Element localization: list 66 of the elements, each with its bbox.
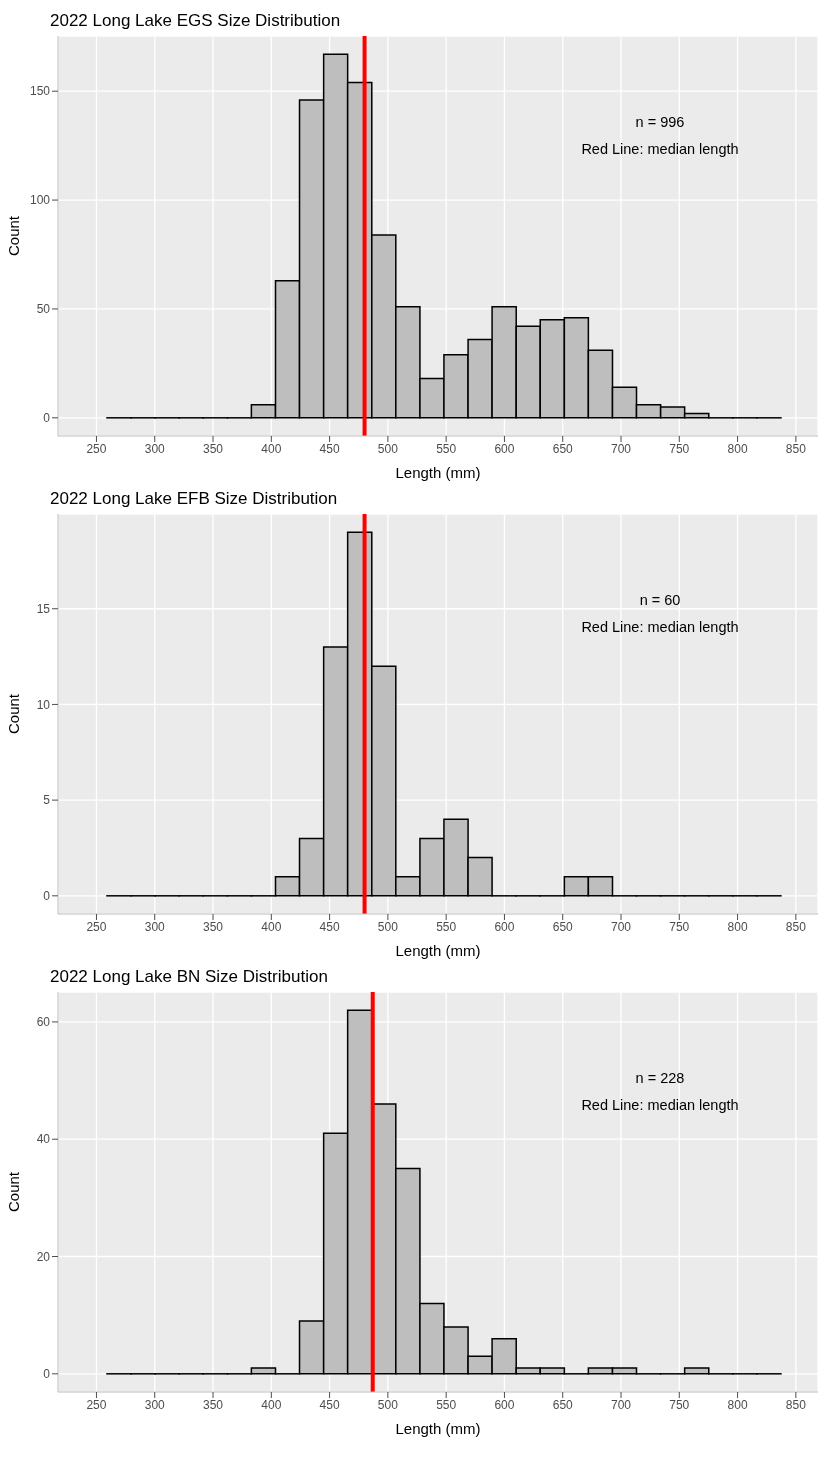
x-tick-label: 450 (319, 919, 340, 934)
x-tick-label: 850 (785, 1397, 807, 1412)
y-tick-label: 15 (36, 602, 51, 616)
x-tick-label: 250 (86, 1397, 107, 1412)
x-tick-label: 750 (669, 441, 690, 456)
x-tick-label: 650 (552, 441, 574, 456)
x-tick-label: 600 (494, 441, 515, 456)
x-tick-label: 550 (436, 1397, 457, 1412)
x-tick-label: 800 (727, 1397, 748, 1412)
x-axis-title: Length (mm) (395, 1420, 481, 1437)
x-tick-label: 550 (436, 441, 457, 456)
x-tick-label: 450 (319, 1397, 340, 1412)
chart-title: 2022 Long Lake EGS Size Distribution (49, 10, 342, 32)
annotation: n = 996 (634, 114, 686, 130)
x-tick-label: 600 (494, 919, 515, 934)
annotation: Red Line: median length (580, 141, 740, 157)
x-tick-label: 400 (261, 919, 282, 934)
y-tick-label: 0 (43, 889, 51, 904)
annotation: n = 228 (634, 1070, 686, 1086)
x-axis-title: Length (mm) (395, 464, 481, 481)
x-tick-label: 450 (319, 441, 340, 456)
x-tick-label: 700 (610, 919, 632, 934)
x-tick-label: 250 (86, 919, 107, 934)
y-tick-label: 5 (43, 793, 51, 808)
x-tick-label: 700 (610, 1397, 632, 1412)
x-tick-label: 650 (552, 919, 574, 934)
x-tick-label: 400 (261, 441, 282, 456)
annotation: Red Line: median length (580, 619, 740, 635)
y-tick-label: 50 (36, 302, 51, 317)
x-tick-label: 500 (377, 1397, 399, 1412)
annotation: Red Line: median length (580, 1097, 740, 1113)
y-axis-title: Count (5, 1171, 23, 1213)
x-tick-label: 800 (727, 919, 748, 934)
x-tick-label: 850 (785, 441, 807, 456)
x-tick-label: 500 (377, 919, 399, 934)
x-tick-label: 550 (436, 919, 457, 934)
x-tick-label: 300 (144, 1397, 166, 1412)
annotation: n = 60 (638, 592, 682, 608)
x-tick-label: 300 (144, 919, 166, 934)
y-axis-title: Count (5, 215, 23, 257)
x-tick-label: 750 (669, 919, 690, 934)
x-axis-title: Length (mm) (395, 942, 481, 959)
x-tick-label: 400 (261, 1397, 282, 1412)
y-tick-label: 10 (36, 697, 51, 712)
y-tick-label: 150 (29, 84, 51, 99)
x-tick-label: 800 (727, 441, 748, 456)
x-tick-label: 350 (203, 1397, 224, 1412)
x-tick-label: 650 (552, 1397, 574, 1412)
x-tick-label: 500 (377, 441, 399, 456)
y-tick-label: 0 (43, 1367, 51, 1382)
y-tick-label: 40 (36, 1132, 51, 1147)
chart-title: 2022 Long Lake EFB Size Distribution (49, 488, 339, 510)
x-tick-label: 750 (669, 1397, 690, 1412)
y-tick-label: 60 (36, 1015, 51, 1030)
x-tick-label: 250 (86, 441, 107, 456)
x-tick-label: 600 (494, 1397, 515, 1412)
y-tick-label: 20 (36, 1249, 51, 1264)
y-axis-title: Count (5, 693, 23, 735)
x-tick-label: 350 (203, 919, 224, 934)
x-tick-label: 300 (144, 441, 166, 456)
y-tick-label: 0 (43, 411, 51, 426)
x-tick-label: 850 (785, 919, 807, 934)
y-tick-label: 100 (29, 193, 51, 208)
x-tick-label: 700 (610, 441, 632, 456)
x-tick-label: 350 (203, 441, 224, 456)
chart-title: 2022 Long Lake BN Size Distribution (49, 966, 329, 988)
